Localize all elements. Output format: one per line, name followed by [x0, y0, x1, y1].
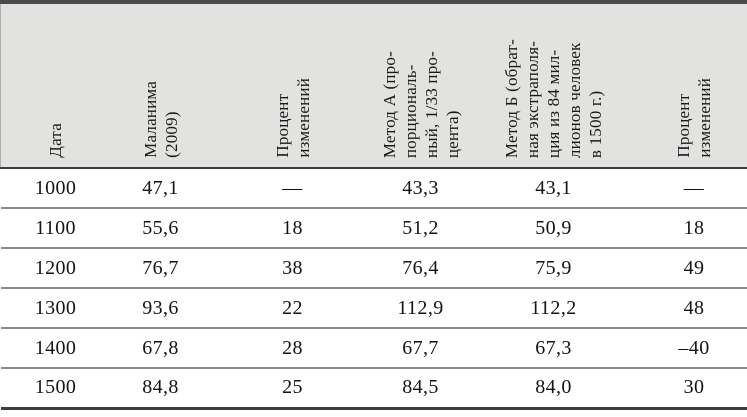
- cell-date: 1300: [0, 288, 111, 329]
- table-row: 1300 93,6 22 112,9 112,2 48: [0, 288, 747, 329]
- cell-method-b: 75,9: [466, 248, 641, 289]
- cell-percent-change-2: 30: [683, 376, 705, 399]
- cell-date: 1500: [34, 376, 77, 399]
- cell-method-a: 43,3: [374, 168, 467, 209]
- column-header-malanima-2009: Маланима (2009): [110, 2, 211, 169]
- cell-percent-change-1: 28: [210, 328, 375, 369]
- cell-method-b: 43,1: [466, 168, 641, 209]
- cell-method-b: 84,0: [535, 376, 572, 399]
- table-header-row: Дата Маланима (2009) Процент изменений М…: [0, 2, 747, 169]
- cell-percent-change-1: 18: [210, 208, 375, 249]
- column-header-method-a: Метод А (про- порциональ- ный, 1/33 про-…: [374, 2, 467, 169]
- column-header-label: Процент изменений: [673, 78, 714, 158]
- cell-percent-change-1: 38: [210, 248, 375, 289]
- cell-method-a: 112,9: [374, 288, 467, 329]
- cell-malanima: 76,7: [110, 248, 211, 289]
- cell-method-a: 84,5: [402, 376, 439, 399]
- cell-percent-change-2: 48: [640, 288, 747, 329]
- table-row: 1100 55,6 18 51,2 50,9 18: [0, 208, 747, 249]
- table-row: 1000 47,1 — 43,3 43,1 —: [0, 168, 747, 209]
- cell-malanima: 93,6: [110, 288, 211, 329]
- cell-percent-change-2: –40: [640, 328, 747, 369]
- column-header-label: Дата: [46, 123, 66, 158]
- cell-method-a: 76,4: [374, 248, 467, 289]
- cell-malanima: 84,8: [142, 376, 179, 399]
- cell-percent-change-1: —: [210, 168, 375, 209]
- cell-method-a: 51,2: [374, 208, 467, 249]
- column-header-method-b: Метод Б (обрат- ная экстраполя- ция из 8…: [466, 2, 641, 169]
- cell-malanima: 55,6: [110, 208, 211, 249]
- cell-method-b: 67,3: [466, 328, 641, 369]
- cell-date: 1200: [0, 248, 111, 289]
- column-header-label: Метод А (про- порциональ- ный, 1/33 про-…: [379, 50, 462, 158]
- table-row: 1200 76,7 38 76,4 75,9 49: [0, 248, 747, 289]
- column-header-label: Процент изменений: [272, 78, 313, 158]
- cell-percent-change-2: 49: [640, 248, 747, 289]
- cell-date: 1100: [0, 208, 111, 249]
- column-header-percent-change-2: Процент изменений: [640, 2, 747, 169]
- cell-malanima: 67,8: [110, 328, 211, 369]
- cell-percent-change-1: 22: [210, 288, 375, 329]
- cell-percent-change-1: 25: [282, 376, 303, 399]
- cell-method-b: 50,9: [466, 208, 641, 249]
- cell-percent-change-2: —: [640, 168, 747, 209]
- cell-date: 1000: [0, 168, 111, 209]
- cell-method-b: 112,2: [466, 288, 641, 329]
- cell-method-a: 67,7: [374, 328, 467, 369]
- table-row: 1400 67,8 28 67,7 67,3 –40: [0, 328, 747, 369]
- cell-malanima: 47,1: [110, 168, 211, 209]
- table-row: 1500 84,8 25 84,5 84,0 30: [1, 368, 747, 408]
- column-header-label: Метод Б (обрат- ная экстраполя- ция из 8…: [502, 38, 605, 158]
- cell-percent-change-2: 18: [640, 208, 747, 249]
- column-header-date: Дата: [0, 2, 111, 169]
- column-header-percent-change-1: Процент изменений: [210, 2, 375, 169]
- column-header-label: Маланима (2009): [140, 81, 181, 158]
- cell-date: 1400: [0, 328, 111, 369]
